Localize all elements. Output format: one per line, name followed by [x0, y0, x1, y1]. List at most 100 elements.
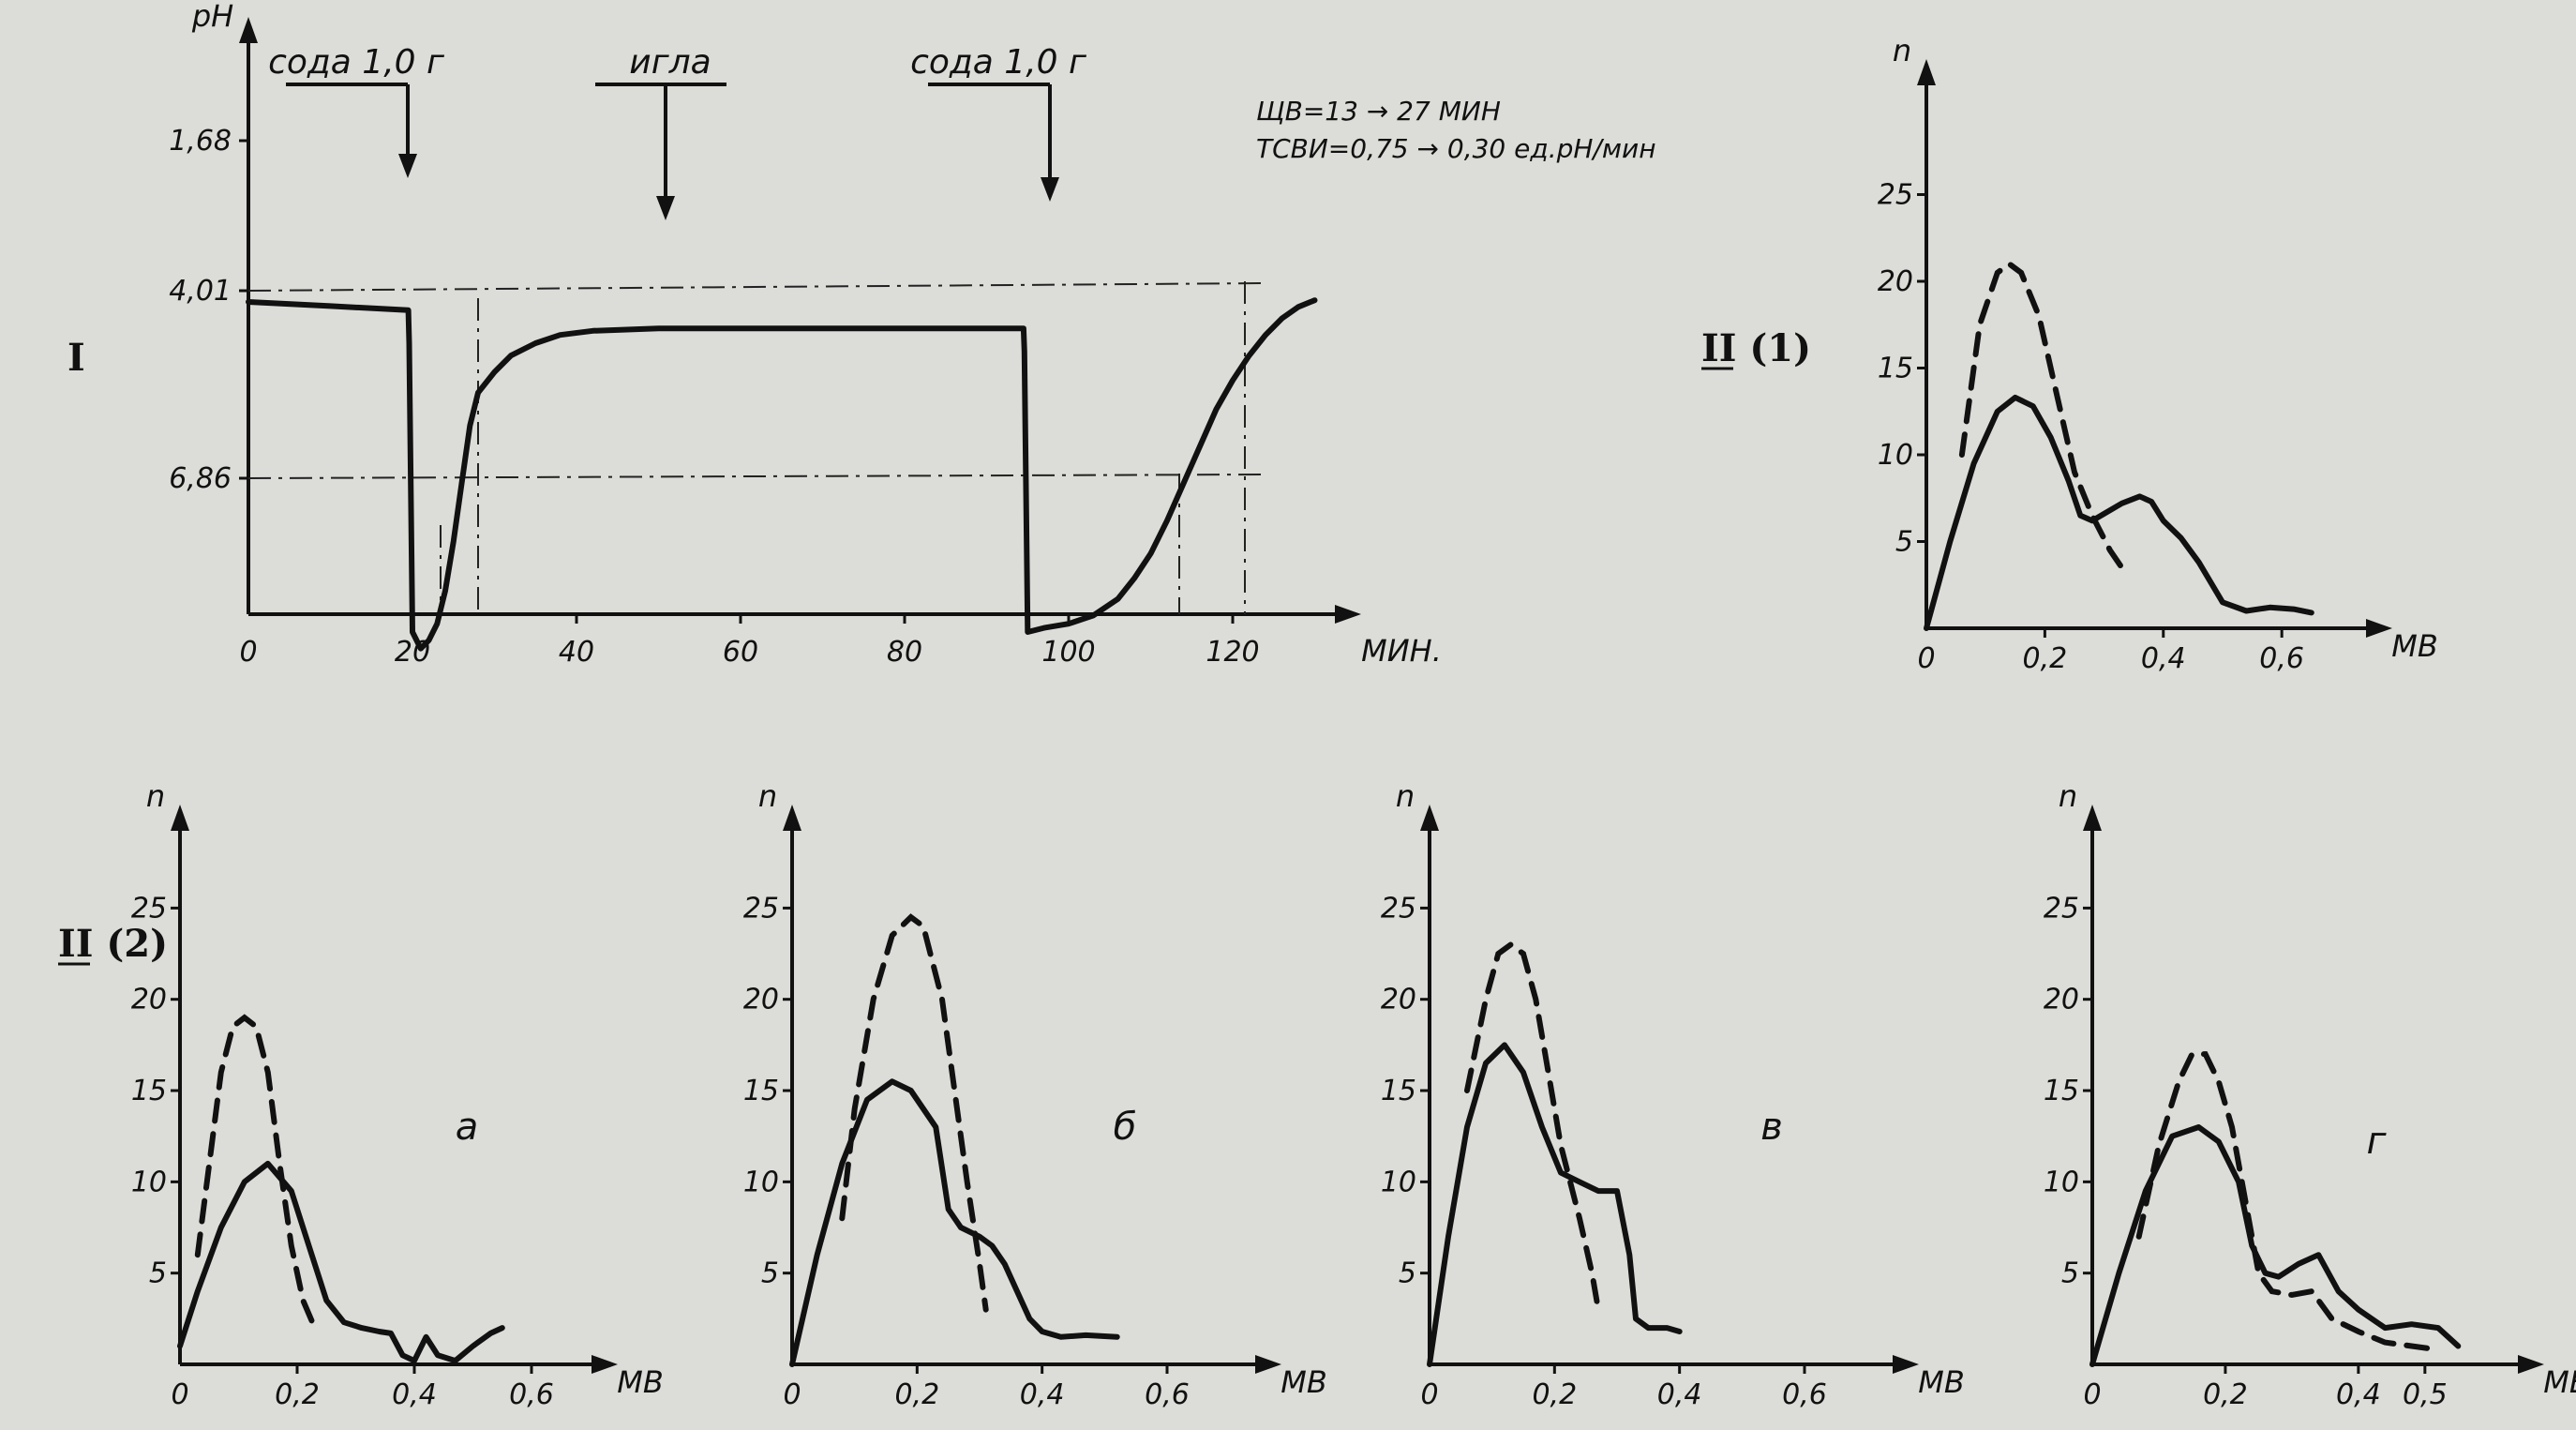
- chart-v-x-tick-label: 0,2: [1532, 1378, 1577, 1411]
- chart-b-y-tick-label: 20: [743, 984, 779, 1016]
- chart-g-y-axis-label: n: [2059, 778, 2077, 814]
- chart-a-y-axis-label: n: [146, 778, 165, 814]
- chart-g-y-tick-label: 15: [2044, 1075, 2079, 1107]
- chart-i-x-tick-label: 60: [723, 636, 758, 669]
- chart-v-x-tick-label: 0,4: [1657, 1378, 1702, 1411]
- chart-i-side-label: I: [67, 336, 85, 380]
- chart-g-y-tick-label: 20: [2044, 984, 2079, 1016]
- chart-v-x-arrow: [1893, 1355, 1919, 1374]
- chart-g-x-tick-label: 0,4: [2336, 1378, 2381, 1411]
- chart-b-x-tick-label: 0,6: [1145, 1378, 1190, 1411]
- chart-b-y-arrow: [783, 805, 801, 831]
- chart-a-x-tick-label: 0,6: [509, 1378, 554, 1411]
- chart-g-y-arrow: [2083, 805, 2102, 831]
- chart-ii1-x-tick-label: 0,2: [2023, 642, 2068, 675]
- chart-v-y-tick-label: 20: [1381, 984, 1416, 1016]
- chart-i-x-tick-label: 120: [1206, 636, 1259, 669]
- chart-v-y-tick-label: 10: [1381, 1166, 1416, 1198]
- chart-a-y-tick-label: 20: [131, 984, 167, 1016]
- chart-g-y-tick-label: 25: [2044, 892, 2079, 925]
- chart-i-ref-line: [247, 282, 1266, 292]
- chart-i-y-tick-label: 1,68: [169, 125, 232, 158]
- chart-b-x-axis-label: МВ: [1281, 1364, 1327, 1400]
- chart-a-y-tick-label: 10: [131, 1166, 167, 1198]
- chart-v-x-axis-label: МВ: [1918, 1364, 1965, 1400]
- chart-ii1-y-tick-label: 5: [1895, 526, 1913, 559]
- chart-b-y-tick-label: 25: [743, 892, 779, 925]
- chart-a-series-solid: [177, 1160, 505, 1364]
- chart-g-y-tick-label: 5: [2061, 1257, 2079, 1290]
- chart-g-x-axis-label: МВ: [2543, 1364, 2576, 1400]
- chart-ii1-x-axis-label: МВ: [2391, 628, 2438, 664]
- chart-b-series-solid: [789, 1078, 1120, 1367]
- chart-a-y-tick-label: 25: [131, 892, 167, 925]
- chart-b-y-axis-label: n: [758, 778, 777, 814]
- chart-v-y-axis-label: n: [1396, 778, 1415, 814]
- chart-b: 5 10 15 20 25 0 0,2 0,4 0,6 n МВ б: [743, 778, 1327, 1411]
- chart-ii1-x-tick-label: 0,6: [2259, 642, 2304, 675]
- chart-i-x-tick-label: 0: [239, 636, 257, 669]
- chart-b-series-dashed: [839, 913, 989, 1313]
- chart-i-event-marker: [928, 83, 1052, 183]
- chart-ii-1: 5 10 15 20 25 0 0,2 0,4 0,6 n МВ II (1): [1701, 33, 2438, 675]
- chart-a-y-arrow: [171, 805, 189, 831]
- chart-b-y-tick-label: 15: [743, 1075, 779, 1107]
- chart-v-y-tick-label: 15: [1381, 1075, 1416, 1107]
- chart-a-y-tick-label: 15: [131, 1075, 167, 1107]
- chart-a-panel-letter: а: [456, 1106, 479, 1149]
- chart-b-x-arrow: [1255, 1355, 1281, 1374]
- chart-g-y-tick-label: 10: [2044, 1166, 2079, 1198]
- chart-ii1-y-axis-label: n: [1893, 33, 1911, 68]
- chart-i-event-arrow: [398, 154, 417, 178]
- chart-i-ref-line: [247, 474, 1266, 479]
- chart-a-side-label: II (2): [58, 922, 168, 966]
- chart-b-y-tick-label: 10: [743, 1166, 779, 1198]
- chart-i-event-marker: [286, 83, 410, 159]
- chart-ii1-y-tick-label: 15: [1878, 353, 1913, 385]
- chart-v-y-tick-label: 5: [1399, 1257, 1416, 1290]
- chart-b-x-tick-label: 0,2: [894, 1378, 939, 1411]
- chart-a-x-tick-label: 0,4: [392, 1378, 437, 1411]
- chart-i-event-marker: [595, 83, 726, 202]
- chart-b-y-tick-label: 5: [761, 1257, 779, 1290]
- chart-v-x-tick-label: 0,6: [1782, 1378, 1827, 1411]
- chart-v-x-tick-label: 0: [1420, 1378, 1438, 1411]
- chart-g-x-tick-label: 0,5: [2403, 1378, 2448, 1411]
- chart-i-y-arrow: [239, 17, 258, 43]
- chart-ii1-y-tick-label: 25: [1878, 179, 1913, 212]
- chart-ii1-y-arrow: [1917, 59, 1936, 85]
- chart-a-y-tick-label: 5: [149, 1257, 167, 1290]
- chart-v-y-arrow: [1420, 805, 1439, 831]
- chart-i-series-solid: [246, 297, 1318, 652]
- chart-i-annotation: игла: [629, 43, 711, 82]
- chart-i-note: ТСВИ=0,75 → 0,30 ед.pH/мин: [1256, 133, 1656, 164]
- chart-a-x-axis-label: МВ: [617, 1364, 664, 1400]
- chart-i-x-tick-label: 40: [559, 636, 594, 669]
- chart-g-panel-letter: г: [2366, 1120, 2387, 1163]
- chart-ii1-x-tick-label: 0,4: [2141, 642, 2186, 675]
- chart-ii1-y-tick-label: 10: [1878, 439, 1913, 472]
- chart-i-annotation: сода 1,0 г: [910, 43, 1087, 82]
- chart-ii1-x-arrow: [2366, 619, 2392, 638]
- chart-ii1-series-solid: [1924, 394, 2314, 631]
- chart-g-series-solid: [2089, 1124, 2462, 1367]
- chart-a-x-tick-label: 0: [171, 1378, 188, 1411]
- chart-i-note: ЩВ=13 → 27 МИН: [1256, 96, 1501, 127]
- chart-a-series-dashed: [194, 1014, 318, 1332]
- chart-i-x-axis-label: МИН.: [1361, 633, 1442, 669]
- chart-a: 5 10 15 20 25 0 0,2 0,4 0,6 n МВ а II (2): [58, 778, 664, 1411]
- chart-v-panel-letter: в: [1760, 1106, 1783, 1149]
- chart-g: 5 10 15 20 25 0 0,2 0,4 0,5 n МВ г: [2044, 778, 2576, 1411]
- chart-g-x-tick-label: 0: [2083, 1378, 2101, 1411]
- chart-i-annotation: сода 1,0 г: [268, 43, 445, 82]
- chart-b-x-tick-label: 0,4: [1020, 1378, 1065, 1411]
- chart-b-x-tick-label: 0: [783, 1378, 801, 1411]
- chart-ii1-side-label: II (1): [1701, 326, 1811, 370]
- chart-v-y-tick-label: 25: [1381, 892, 1416, 925]
- chart-i-x-arrow: [1335, 605, 1361, 624]
- chart-g-x-arrow: [2518, 1355, 2544, 1374]
- chart-v: 5 10 15 20 25 0 0,2 0,4 0,6 n МВ в: [1381, 778, 1965, 1411]
- chart-i-x-tick-label: 100: [1041, 636, 1095, 669]
